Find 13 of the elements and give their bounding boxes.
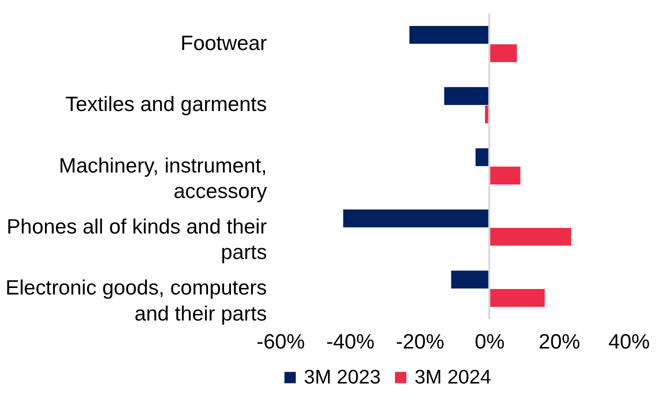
x-tick-label: -40% xyxy=(326,330,375,354)
y-tick-label: Machinery, instrument, accessory xyxy=(58,154,268,203)
legend-label: 3M 2023 xyxy=(304,366,381,388)
x-tick-label: 40% xyxy=(608,330,650,354)
y-tick-label: Phones all of kinds and their parts xyxy=(6,216,268,264)
x-tick-label: 0% xyxy=(474,330,505,354)
x-tick-label: -20% xyxy=(396,330,444,354)
y-tick-label: Footwear xyxy=(180,32,268,55)
legend-label: 3M 2024 xyxy=(414,366,492,388)
x-tick-label: -60% xyxy=(256,330,305,354)
y-tick-label: Textiles and garments xyxy=(65,93,267,116)
x-tick-label: 20% xyxy=(538,330,580,354)
y-tick-label: Electronic goods, computers and their parts xyxy=(6,276,267,326)
